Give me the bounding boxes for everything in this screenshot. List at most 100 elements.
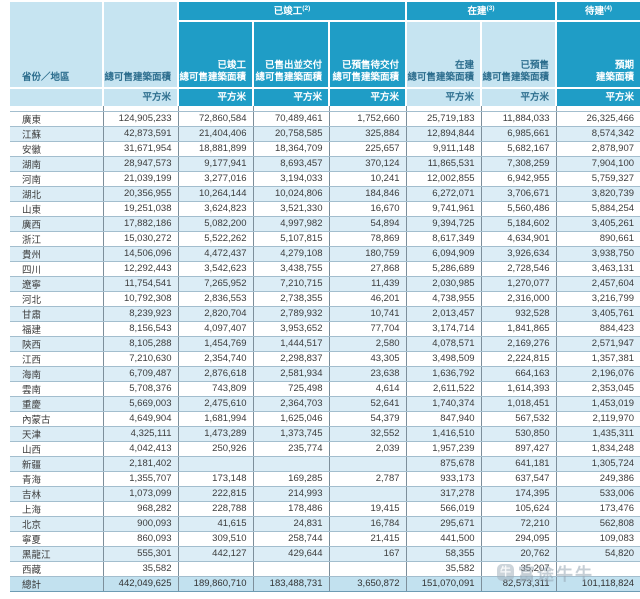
group-completed-label: 已竣工: [273, 6, 303, 18]
value-cell: 2,581,934: [252, 366, 329, 382]
value-cell: 847,940: [405, 411, 482, 427]
unit-sqm: 平方米: [178, 87, 254, 106]
header-presold-undelivered: 已預售待交付 總可售建築面積: [329, 21, 408, 88]
group-header-row: 已竣工(2) 在建(3) 待建(4): [10, 2, 640, 22]
value-cell: 2,353,045: [555, 381, 640, 397]
unit-row: 平方米 平方米 平方米 平方米 平方米 平方米 平方米: [10, 87, 640, 106]
value-cell: 6,985,661: [480, 126, 557, 142]
table-header: 已竣工(2) 在建(3) 待建(4) 省份／地區 總可售建築面積 已竣工 總可售建…: [10, 2, 640, 106]
value-cell: 101,118,824: [555, 575, 640, 592]
value-cell: 3,926,634: [480, 246, 557, 262]
value-cell: [328, 561, 407, 577]
value-cell: 1,373,745: [252, 426, 329, 442]
table-row: 江西 7,210,630 2,354,740 2,298,837 43,305 3,498…: [10, 351, 640, 367]
value-cell: 1,957,239: [405, 441, 482, 457]
value-cell: 3,542,623: [177, 261, 253, 277]
value-cell: 17,882,186: [102, 216, 178, 232]
value-cell: 890,661: [555, 231, 640, 247]
table-row: 河南 21,039,199 3,277,016 3,194,033 10,241 12,0…: [10, 171, 640, 187]
table-row: 四川 12,292,443 3,542,623 3,438,755 27,868 5,28…: [10, 261, 640, 277]
value-cell: 2,196,076: [555, 366, 640, 382]
value-cell: 1,636,792: [405, 366, 482, 382]
value-cell: 10,741: [328, 306, 407, 322]
value-cell: 21,404,406: [177, 126, 253, 142]
value-cell: 16,670: [328, 201, 407, 217]
value-cell: 2,787: [328, 471, 407, 487]
value-cell: 2,475,610: [177, 396, 253, 412]
table-row: 上海 968,282 228,788 178,486 19,415 566,019 105,…: [10, 501, 640, 517]
value-cell: 442,049,625: [102, 575, 178, 592]
header-blank-province: [10, 2, 104, 21]
province-cell: 總計: [10, 575, 103, 592]
value-cell: 429,644: [252, 546, 329, 562]
value-cell: 258,744: [252, 531, 329, 547]
value-cell: 4,078,571: [405, 336, 482, 352]
table-row: 天津 4,325,111 1,473,289 1,373,745 32,552 1,416…: [10, 426, 640, 442]
value-cell: 4,738,955: [405, 291, 482, 307]
province-cell: 浙江: [10, 231, 103, 247]
value-cell: 31,671,954: [102, 141, 178, 157]
province-cell: 福建: [10, 321, 103, 337]
header-under-construction-total: 在建 總可售建築面積: [406, 21, 483, 88]
value-cell: 5,184,602: [480, 216, 557, 232]
value-cell: 11,884,033: [480, 111, 557, 127]
value-cell: 6,272,071: [405, 186, 482, 202]
value-cell: 46,201: [328, 291, 407, 307]
value-cell: 180,759: [328, 246, 407, 262]
value-cell: 1,841,865: [480, 321, 557, 337]
value-cell: 18,881,899: [177, 141, 253, 157]
value-cell: 1,305,724: [555, 456, 640, 472]
table-row: 海南 6,709,487 2,876,618 2,581,934 23,638 1,636…: [10, 366, 640, 382]
value-cell: 2,611,522: [405, 381, 482, 397]
header-sold-delivered: 已售出並交付 總可售建築面積: [253, 21, 330, 88]
value-cell: 52,641: [328, 396, 407, 412]
saleable-area-table: 已竣工(2) 在建(3) 待建(4) 省份／地區 總可售建築面積 已竣工 總可售建…: [10, 2, 640, 592]
unit-sqm: 平方米: [103, 87, 179, 106]
value-cell: 82,573,311: [480, 575, 557, 592]
value-cell: 35,582: [102, 561, 178, 577]
value-cell: 20,758,585: [252, 126, 329, 142]
value-cell: 8,239,923: [102, 306, 178, 322]
value-cell: 42,873,591: [102, 126, 178, 142]
province-cell: 海南: [10, 366, 103, 382]
value-cell: 2,354,740: [177, 351, 253, 367]
value-cell: 5,560,486: [480, 201, 557, 217]
province-cell: 重慶: [10, 396, 103, 412]
value-cell: 58,355: [405, 546, 482, 562]
province-cell: 陝西: [10, 336, 103, 352]
province-cell: 山西: [10, 441, 103, 457]
value-cell: 19,415: [328, 501, 407, 517]
province-cell: 河北: [10, 291, 103, 307]
value-cell: 2,181,402: [102, 456, 178, 472]
value-cell: 370,124: [328, 156, 407, 172]
table-row: 遼寧 11,754,541 7,265,952 7,210,715 11,439 2,03…: [10, 276, 640, 292]
province-cell: 雲南: [10, 381, 103, 397]
value-cell: 1,073,099: [102, 486, 178, 502]
value-cell: 6,094,909: [405, 246, 482, 262]
value-cell: 2,836,553: [177, 291, 253, 307]
value-cell: 222,815: [177, 486, 253, 502]
value-cell: 6,709,487: [102, 366, 178, 382]
value-cell: 2,039: [328, 441, 407, 457]
value-cell: 11,865,531: [405, 156, 482, 172]
value-cell: 21,039,199: [102, 171, 178, 187]
value-cell: 9,741,961: [405, 201, 482, 217]
value-cell: 2,030,985: [405, 276, 482, 292]
header-presold: 已預售 總可售建築面積: [481, 21, 558, 88]
value-cell: 1,740,374: [405, 396, 482, 412]
value-cell: 169,285: [252, 471, 329, 487]
value-cell: 884,423: [555, 321, 640, 337]
province-cell: 廣西: [10, 216, 103, 232]
value-cell: 4,634,901: [480, 231, 557, 247]
value-cell: 12,002,855: [405, 171, 482, 187]
value-cell: 3,953,652: [252, 321, 329, 337]
value-cell: 933,173: [405, 471, 482, 487]
value-cell: 897,427: [480, 441, 557, 457]
value-cell: 530,850: [480, 426, 557, 442]
province-cell: 江蘇: [10, 126, 103, 142]
value-cell: 325,884: [328, 126, 407, 142]
value-cell: 7,210,630: [102, 351, 178, 367]
value-cell: 1,355,707: [102, 471, 178, 487]
value-cell: 8,574,342: [555, 126, 640, 142]
table-row: 貴州 14,506,096 4,472,437 4,279,108 180,759 6,0…: [10, 246, 640, 262]
